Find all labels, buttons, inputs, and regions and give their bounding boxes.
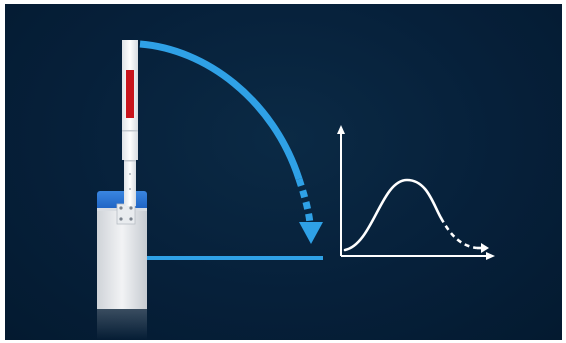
swing-arc-solid [139,40,303,181]
barrier-cabinet [97,191,147,309]
speed-curve-solid [343,178,443,252]
barrier-illustration [97,40,495,340]
boom-red-stripe [126,70,134,118]
speed-curve-dashed [439,217,478,250]
cabinet-reflection [97,309,147,340]
boom-arm [122,40,138,206]
closed-boom-line [145,256,323,260]
swing-arc-dashed [295,177,314,225]
swing-arrow-head [299,222,323,244]
scene-canvas [5,4,562,340]
speed-curve-graph [337,125,495,260]
boom-mount-plate [116,203,136,225]
speed-curve-arrow-head [481,243,489,253]
